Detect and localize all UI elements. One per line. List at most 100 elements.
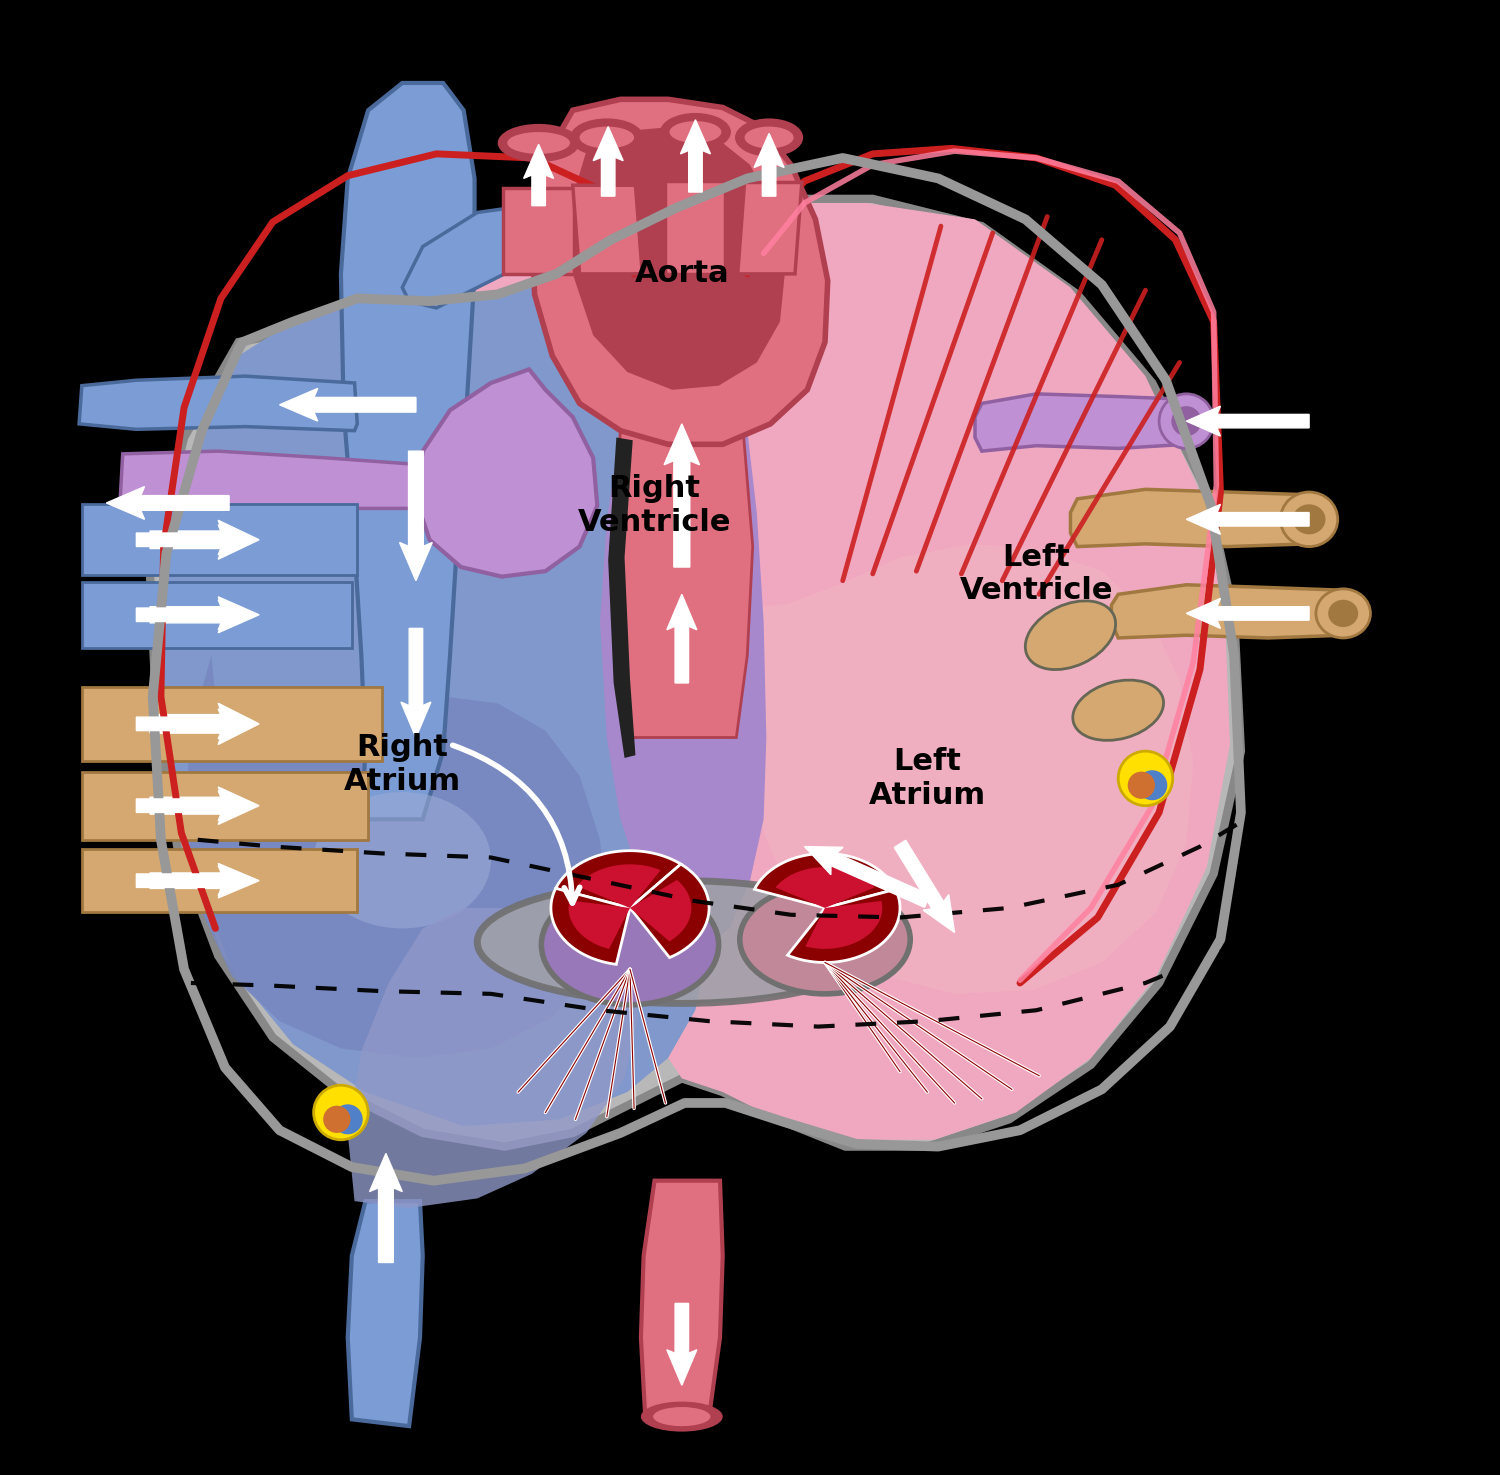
Polygon shape bbox=[610, 431, 753, 738]
Polygon shape bbox=[608, 438, 636, 758]
Ellipse shape bbox=[1118, 751, 1173, 805]
Ellipse shape bbox=[542, 885, 718, 1004]
FancyArrow shape bbox=[1186, 406, 1310, 437]
FancyArrow shape bbox=[106, 487, 230, 519]
Polygon shape bbox=[82, 687, 382, 761]
Ellipse shape bbox=[1160, 394, 1214, 448]
Ellipse shape bbox=[1026, 600, 1116, 670]
Text: Left
Ventricle: Left Ventricle bbox=[960, 543, 1113, 605]
FancyArrow shape bbox=[400, 628, 430, 738]
Polygon shape bbox=[82, 583, 352, 648]
FancyArrow shape bbox=[150, 521, 260, 559]
Polygon shape bbox=[640, 1180, 723, 1416]
Polygon shape bbox=[348, 1201, 423, 1426]
Polygon shape bbox=[738, 183, 802, 274]
FancyArrow shape bbox=[279, 388, 416, 422]
Ellipse shape bbox=[669, 121, 722, 143]
Polygon shape bbox=[754, 854, 896, 909]
FancyArrow shape bbox=[136, 866, 252, 895]
Polygon shape bbox=[402, 204, 668, 308]
Ellipse shape bbox=[333, 1105, 363, 1134]
FancyArrow shape bbox=[681, 119, 711, 192]
Polygon shape bbox=[776, 867, 874, 909]
Polygon shape bbox=[555, 851, 681, 909]
Polygon shape bbox=[150, 199, 1240, 1146]
Polygon shape bbox=[160, 274, 710, 1125]
FancyArrow shape bbox=[668, 594, 698, 683]
FancyArrow shape bbox=[1186, 504, 1310, 534]
Ellipse shape bbox=[735, 118, 802, 156]
FancyArrow shape bbox=[136, 791, 252, 820]
Ellipse shape bbox=[1281, 493, 1338, 547]
Polygon shape bbox=[630, 864, 710, 957]
Ellipse shape bbox=[1128, 771, 1155, 799]
FancyArrow shape bbox=[136, 525, 252, 555]
FancyArrow shape bbox=[592, 127, 622, 196]
Polygon shape bbox=[573, 186, 642, 274]
Polygon shape bbox=[806, 901, 882, 948]
Polygon shape bbox=[532, 99, 828, 444]
Polygon shape bbox=[788, 889, 900, 963]
Polygon shape bbox=[568, 900, 630, 948]
Text: Right
Ventricle: Right Ventricle bbox=[578, 475, 732, 537]
FancyArrow shape bbox=[150, 863, 260, 898]
Polygon shape bbox=[550, 888, 630, 965]
Ellipse shape bbox=[660, 114, 730, 150]
Text: Right
Atrium: Right Atrium bbox=[344, 733, 460, 797]
FancyArrow shape bbox=[136, 600, 252, 630]
FancyArrow shape bbox=[804, 847, 930, 907]
Ellipse shape bbox=[1172, 406, 1202, 437]
Polygon shape bbox=[340, 83, 474, 819]
FancyArrow shape bbox=[894, 841, 954, 932]
Ellipse shape bbox=[314, 792, 490, 928]
FancyArrow shape bbox=[399, 451, 432, 581]
FancyArrow shape bbox=[668, 1304, 698, 1385]
Polygon shape bbox=[630, 881, 692, 941]
Ellipse shape bbox=[477, 881, 886, 1003]
FancyArrow shape bbox=[1186, 599, 1310, 628]
Polygon shape bbox=[416, 369, 597, 577]
Ellipse shape bbox=[1316, 589, 1371, 639]
Ellipse shape bbox=[1328, 600, 1358, 627]
Ellipse shape bbox=[498, 124, 579, 162]
Polygon shape bbox=[82, 504, 357, 575]
Polygon shape bbox=[570, 127, 786, 389]
Text: Aorta: Aorta bbox=[634, 260, 729, 289]
Polygon shape bbox=[503, 187, 574, 274]
Ellipse shape bbox=[740, 885, 910, 994]
Ellipse shape bbox=[570, 118, 644, 156]
FancyArrow shape bbox=[524, 145, 554, 205]
FancyArrow shape bbox=[369, 1153, 402, 1263]
Text: Left
Atrium: Left Atrium bbox=[868, 748, 986, 810]
Polygon shape bbox=[82, 850, 357, 912]
Ellipse shape bbox=[579, 127, 634, 149]
Polygon shape bbox=[975, 394, 1186, 451]
FancyArrow shape bbox=[150, 597, 260, 633]
Ellipse shape bbox=[1293, 504, 1326, 534]
Polygon shape bbox=[736, 544, 1192, 994]
Ellipse shape bbox=[314, 1086, 368, 1140]
FancyArrow shape bbox=[664, 423, 699, 566]
Polygon shape bbox=[1071, 490, 1310, 547]
Ellipse shape bbox=[744, 127, 794, 149]
FancyArrow shape bbox=[754, 133, 784, 196]
Polygon shape bbox=[80, 376, 357, 431]
FancyArrow shape bbox=[150, 704, 260, 745]
Ellipse shape bbox=[1137, 770, 1167, 801]
Polygon shape bbox=[1112, 584, 1342, 639]
Polygon shape bbox=[450, 204, 1230, 1140]
Polygon shape bbox=[188, 656, 608, 1058]
Ellipse shape bbox=[640, 1401, 723, 1432]
Polygon shape bbox=[348, 909, 638, 1208]
Polygon shape bbox=[82, 771, 368, 839]
Polygon shape bbox=[666, 181, 726, 274]
Ellipse shape bbox=[1072, 680, 1164, 740]
Polygon shape bbox=[578, 864, 660, 909]
Ellipse shape bbox=[507, 133, 570, 153]
Ellipse shape bbox=[652, 1407, 711, 1426]
Polygon shape bbox=[600, 431, 766, 956]
FancyArrow shape bbox=[150, 788, 260, 825]
Polygon shape bbox=[120, 451, 433, 509]
Ellipse shape bbox=[322, 1106, 351, 1133]
FancyArrow shape bbox=[136, 709, 252, 739]
